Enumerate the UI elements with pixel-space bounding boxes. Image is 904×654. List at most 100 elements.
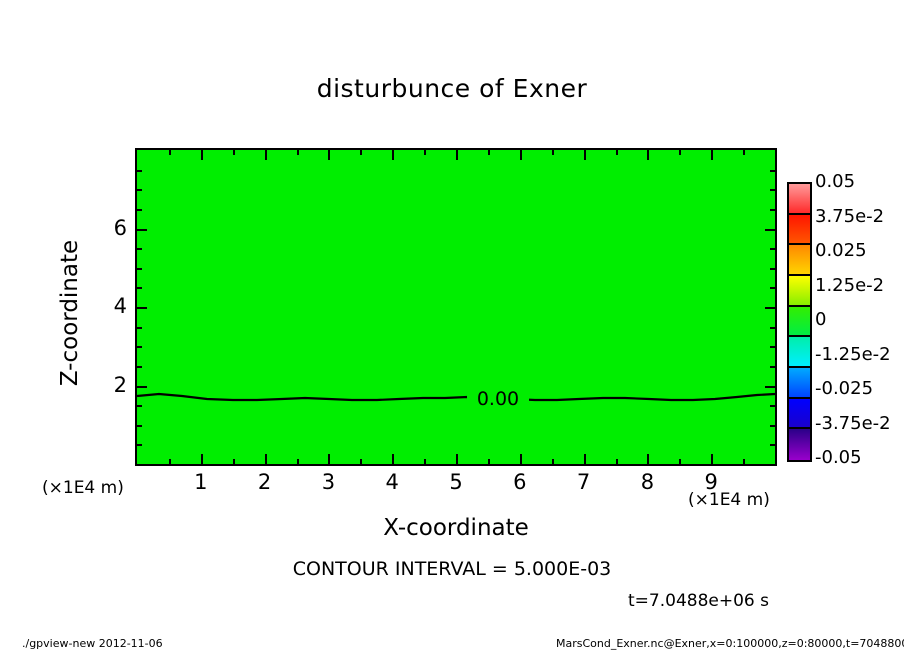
- contour-line: [137, 392, 775, 402]
- x-tick-major: [200, 454, 203, 464]
- y-tick-minor: [770, 424, 775, 427]
- colorbar-tick-label: 0.025: [815, 240, 867, 261]
- contour-level-label: 0.00: [467, 388, 529, 410]
- y-tick-minor: [137, 365, 142, 368]
- y-tick-minor: [137, 346, 142, 349]
- timestamp-label: t=7.0488e+06 s: [628, 591, 769, 611]
- y-tick-minor: [770, 326, 775, 329]
- x-tick-major: [392, 150, 395, 160]
- colorbar-band: [789, 184, 810, 215]
- x-axis-title: X-coordinate: [383, 515, 529, 541]
- y-tick-minor: [770, 248, 775, 251]
- y-tick-minor: [137, 424, 142, 427]
- x-tick-major: [328, 454, 331, 464]
- x-tick-major: [711, 454, 714, 464]
- y-tick-minor: [137, 169, 142, 172]
- colorbar-band: [789, 275, 810, 307]
- y-tick-major: [765, 228, 775, 231]
- x-tick-minor: [615, 150, 618, 155]
- y-tick-minor: [137, 326, 142, 329]
- colorbar-band: [789, 398, 810, 430]
- y-tick-minor: [770, 405, 775, 408]
- x-tick-minor: [743, 150, 746, 155]
- colorbar-band: [789, 214, 810, 246]
- footer-source-label: MarsCond_Exner.nc@Exner,x=0:100000,z=0:8…: [556, 637, 904, 650]
- colorbar-tick-label: 0.05: [815, 171, 856, 192]
- y-tick-minor: [137, 444, 142, 447]
- y-tick-minor: [770, 267, 775, 270]
- x-tick-minor: [360, 459, 363, 464]
- x-tick-minor: [551, 459, 554, 464]
- x-tick-minor: [487, 150, 490, 155]
- x-tick-major: [519, 150, 522, 160]
- y-tick-minor: [770, 208, 775, 211]
- y-tick-minor: [770, 444, 775, 447]
- x-tick-minor: [679, 459, 682, 464]
- x-tick-label: 9: [704, 470, 718, 494]
- x-tick-minor: [360, 150, 363, 155]
- x-tick-minor: [615, 459, 618, 464]
- x-tick-minor: [296, 150, 299, 155]
- y-tick-major: [137, 228, 147, 231]
- y-tick-minor: [770, 365, 775, 368]
- x-axis-unit-left: (×1E4 m): [42, 478, 124, 498]
- x-tick-major: [647, 454, 650, 464]
- colorbar[interactable]: [787, 182, 812, 462]
- colorbar-band: [789, 245, 810, 276]
- x-tick-label: 8: [640, 470, 655, 494]
- x-tick-minor: [296, 459, 299, 464]
- x-tick-minor: [168, 150, 171, 155]
- colorbar-tick-label: -0.025: [815, 378, 874, 399]
- x-axis-unit-right: (×1E4 m): [688, 490, 770, 510]
- y-tick-minor: [137, 267, 142, 270]
- x-tick-major: [711, 150, 714, 160]
- x-tick-major: [200, 150, 203, 160]
- x-tick-major: [456, 454, 458, 464]
- y-tick-minor: [137, 287, 142, 290]
- x-tick-minor: [168, 459, 171, 464]
- x-tick-label: 5: [449, 470, 463, 494]
- x-tick-minor: [487, 459, 490, 464]
- x-tick-label: 1: [194, 470, 208, 494]
- colorbar-tick-label: -3.75e-2: [815, 412, 891, 434]
- y-tick-major: [137, 307, 147, 309]
- contour-interval-text: CONTOUR INTERVAL = 5.000E-03: [292, 558, 612, 580]
- footer-command-label: ./gpview-new 2012-11-06: [22, 637, 163, 650]
- x-tick-minor: [232, 459, 235, 464]
- y-tick-minor: [770, 346, 775, 349]
- colorbar-tick-label: 3.75e-2: [815, 205, 885, 227]
- colorbar-tick-label: 0: [815, 309, 827, 330]
- y-tick-minor: [137, 248, 142, 251]
- y-tick-major: [137, 385, 147, 388]
- colorbar-band: [789, 367, 810, 399]
- colorbar-band: [789, 429, 810, 460]
- plot-area[interactable]: 0.00: [135, 148, 777, 466]
- x-tick-minor: [424, 150, 427, 155]
- x-tick-major: [328, 150, 331, 160]
- heatmap-fill: [137, 150, 775, 464]
- x-tick-major: [456, 150, 458, 160]
- x-tick-label: 2: [257, 470, 272, 494]
- y-tick-minor: [137, 208, 142, 211]
- x-tick-minor: [232, 150, 235, 155]
- x-tick-minor: [551, 150, 554, 155]
- colorbar-tick-label: 1.25e-2: [815, 274, 885, 296]
- y-tick-minor: [137, 189, 142, 192]
- colorbar-tick-label: -1.25e-2: [815, 343, 891, 365]
- y-tick-label: 4: [113, 294, 127, 318]
- x-tick-label: 7: [576, 470, 591, 494]
- y-tick-label: 6: [113, 215, 127, 240]
- x-tick-major: [392, 454, 395, 464]
- colorbar-band: [789, 306, 810, 338]
- page-title: disturbunce of Exner: [316, 74, 588, 103]
- y-tick-minor: [137, 405, 142, 408]
- y-tick-major: [765, 307, 775, 309]
- y-axis-title: Z-coordinate: [57, 239, 83, 387]
- x-tick-label: 6: [513, 470, 527, 494]
- x-tick-label: 3: [321, 470, 336, 494]
- x-tick-minor: [743, 459, 746, 464]
- x-tick-major: [583, 454, 586, 464]
- x-tick-major: [519, 454, 522, 464]
- y-tick-minor: [770, 169, 775, 172]
- colorbar-tick-label: -0.05: [815, 447, 862, 468]
